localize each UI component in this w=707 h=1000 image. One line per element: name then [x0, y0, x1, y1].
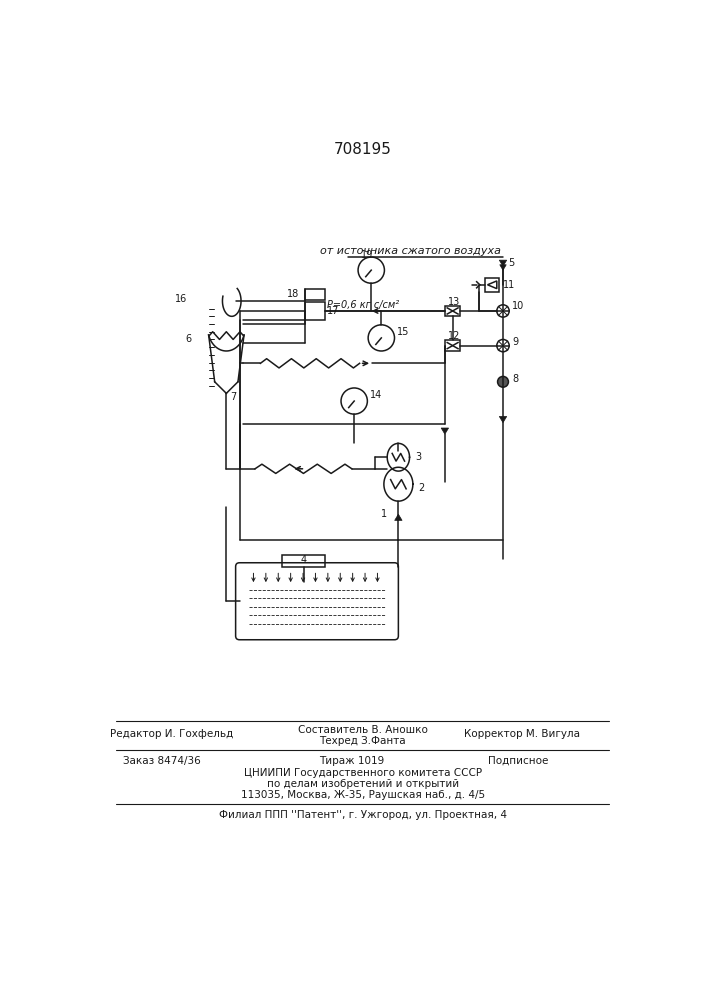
- Polygon shape: [500, 265, 506, 270]
- Text: 2: 2: [418, 483, 424, 493]
- Text: 4: 4: [300, 555, 307, 565]
- Text: 3: 3: [416, 452, 421, 462]
- Text: 15: 15: [397, 327, 409, 337]
- Text: 12: 12: [448, 331, 460, 341]
- Text: Техред З.Фанта: Техред З.Фанта: [320, 736, 406, 746]
- Text: 13: 13: [448, 297, 460, 307]
- Bar: [445, 340, 460, 351]
- Polygon shape: [499, 416, 507, 423]
- Text: 1: 1: [381, 509, 387, 519]
- Circle shape: [498, 376, 508, 387]
- Text: Корректор М. Вигула: Корректор М. Вигула: [464, 729, 580, 739]
- Text: 113035, Москва, Ж-35, Раушская наб., д. 4/5: 113035, Москва, Ж-35, Раушская наб., д. …: [240, 790, 485, 800]
- Bar: [282, 555, 325, 567]
- Text: Подписное: Подписное: [489, 756, 549, 766]
- Polygon shape: [488, 281, 497, 289]
- Text: 8: 8: [513, 374, 518, 384]
- Text: 16: 16: [175, 294, 187, 304]
- Text: 708195: 708195: [334, 142, 392, 157]
- Text: ЦНИИПИ Государственного комитета СССР: ЦНИИПИ Государственного комитета СССР: [244, 768, 481, 778]
- Text: 14: 14: [370, 390, 382, 400]
- Text: 17: 17: [327, 306, 339, 316]
- Bar: [445, 306, 460, 316]
- Text: 5: 5: [508, 258, 515, 268]
- Text: 11: 11: [503, 280, 515, 290]
- Text: по делам изобретений и открытий: по делам изобретений и открытий: [267, 779, 459, 789]
- Text: 18: 18: [287, 289, 299, 299]
- Text: P=0,6 кг с/см²: P=0,6 кг с/см²: [327, 300, 399, 310]
- Text: Заказ 8474/36: Заказ 8474/36: [123, 756, 201, 766]
- Polygon shape: [441, 428, 449, 434]
- Text: 9: 9: [513, 337, 518, 347]
- Bar: [305, 289, 325, 300]
- Bar: [485, 278, 499, 292]
- Text: Филиал ППП ''Патент'', г. Ужгород, ул. Проектная, 4: Филиал ППП ''Патент'', г. Ужгород, ул. П…: [218, 810, 507, 820]
- Text: Составитель В. Аношко: Составитель В. Аношко: [298, 725, 428, 735]
- Bar: [305, 302, 325, 320]
- Polygon shape: [499, 260, 507, 266]
- Polygon shape: [395, 514, 402, 520]
- Text: 6: 6: [185, 334, 192, 344]
- Text: 10: 10: [513, 301, 525, 311]
- Text: от источника сжатого воздуха: от источника сжатого воздуха: [320, 246, 501, 256]
- Text: 7: 7: [230, 392, 236, 402]
- Text: 19: 19: [361, 250, 373, 260]
- Text: Тираж 1019: Тираж 1019: [320, 756, 385, 766]
- Text: Редактор И. Гохфельд: Редактор И. Гохфельд: [110, 729, 234, 739]
